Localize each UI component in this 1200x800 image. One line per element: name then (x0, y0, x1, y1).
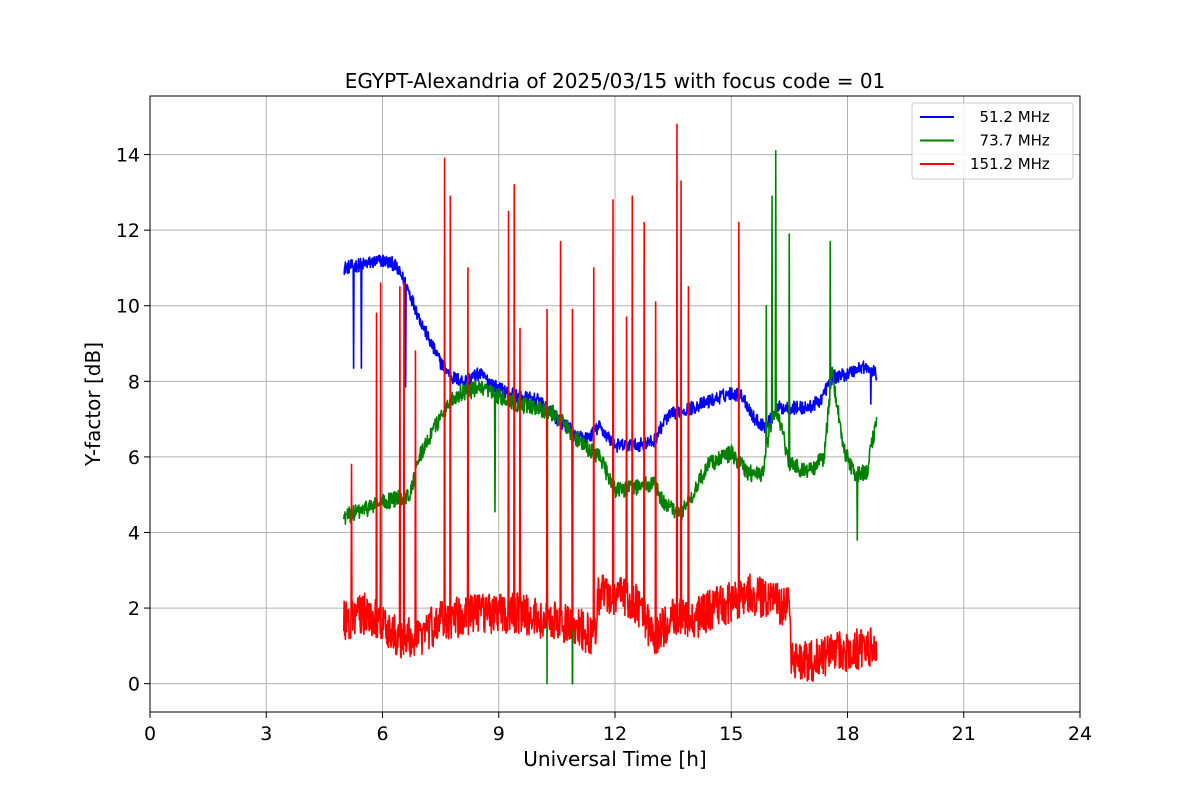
legend-label: 73.7 MHz (970, 132, 1050, 150)
y-tick-label: 12 (116, 220, 140, 242)
legend-label: 151.2 MHz (970, 155, 1050, 173)
grid-layer (149, 96, 1081, 712)
series-layer (342, 123, 878, 685)
legend-frame (911, 102, 1074, 180)
x-tick-label: 9 (493, 723, 505, 745)
y-tick-label: 2 (128, 598, 140, 620)
x-tick-label: 6 (376, 723, 388, 745)
legend-label: 51.2 MHz (970, 108, 1050, 126)
x-tick-label: 18 (835, 723, 859, 745)
y-axis-label: Y-factor [dB] (81, 342, 105, 467)
series-line-1 (343, 254, 878, 685)
y-tick-label: 6 (128, 447, 140, 469)
y-tick-label: 8 (128, 371, 140, 393)
x-tick-label: 12 (603, 723, 627, 745)
x-tick-label: 21 (952, 723, 976, 745)
x-tick-label: 15 (719, 723, 743, 745)
chart-title: EGYPT-Alexandria of 2025/03/15 with focu… (345, 69, 886, 93)
x-tick-label: 0 (144, 723, 156, 745)
y-tick-label: 4 (128, 522, 140, 544)
y-tick-label: 10 (116, 296, 140, 318)
x-axis-label: Universal Time [h] (523, 747, 706, 771)
x-tick-label: 24 (1068, 723, 1092, 745)
series-line-2 (342, 150, 878, 685)
legend: 51.2 MHz 73.7 MHz 151.2 MHz (911, 102, 1074, 180)
y-tick-label: 14 (116, 145, 140, 167)
y-tick-label: 0 (128, 674, 140, 696)
series-line-3 (342, 123, 878, 683)
x-tick-label: 3 (260, 723, 272, 745)
